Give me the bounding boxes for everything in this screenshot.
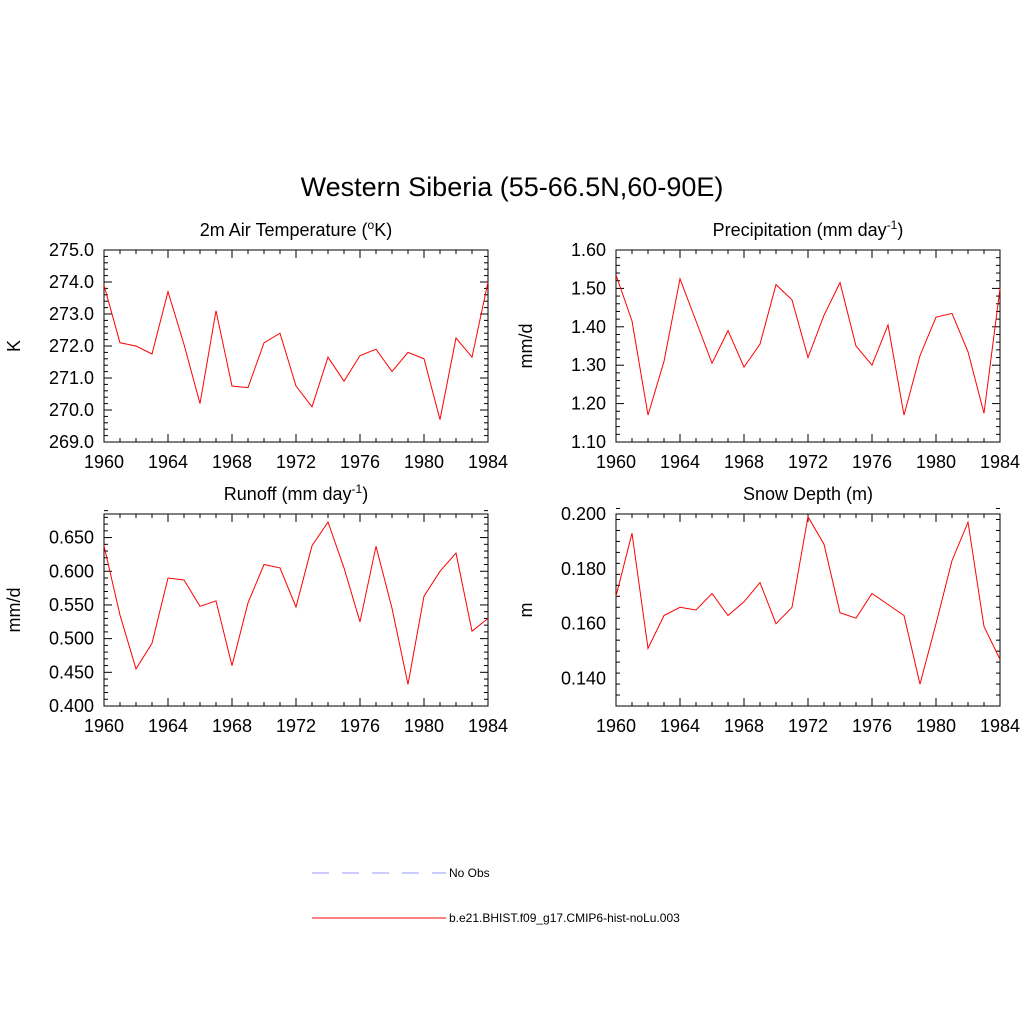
panel-title-superscript: -1 [887,218,898,232]
panel-title-main: Precipitation (mm day [713,220,887,240]
y-axis-label: mm/d [4,588,24,633]
series-line-1 [103,520,489,685]
x-tick-label: 1984 [468,452,508,472]
x-tick-label: 1980 [404,452,444,472]
x-tick-label: 1976 [340,452,380,472]
x-tick-label: 1976 [852,452,892,472]
panel-title-end: K) [374,220,392,240]
panel-4: Snow Depth (m) 1960 1964 1968 1972 1976 1980 19… [516,484,1020,736]
y-tick-label: 1.60 [571,240,606,260]
legend-label: b.e21.BHIST.f09_g17.CMIP6-hist-noLu.003 [449,911,680,925]
y-tick-label: 1.50 [571,278,606,298]
y-tick-label: 0.160 [561,614,606,634]
legend-label: No Obs [449,866,490,880]
panel-title: Precipitation (mm day-1) [713,218,904,240]
y-tick-label: 1.10 [571,432,606,452]
y-axis-label: m [516,603,536,618]
x-tick-label: 1964 [148,452,188,472]
panel-title: Runoff (mm day-1) [224,482,368,504]
legend: No Obs b.e21.BHIST.f09_g17.CMIP6-hist-noL… [312,866,680,925]
series-line-1 [103,281,489,420]
x-tick-label: 1972 [788,452,828,472]
x-tick-label: 1976 [340,716,380,736]
legend-item-1: No Obs [312,866,490,880]
y-tick-label: 0.600 [49,561,94,581]
plot-frame [103,249,489,443]
x-tick-label: 1980 [404,716,444,736]
panel-title-main: 2m Air Temperature ( [200,220,368,240]
x-tick-label: 1964 [148,716,188,736]
panel-title-superscript: -1 [352,482,363,496]
y-tick-label: 271.0 [49,368,94,388]
panels: 2m Air Temperature (oK)1960 1964 1968 1972 1… [4,218,1020,736]
x-tick-label: 1960 [84,716,124,736]
plot-frame [615,513,1001,707]
y-tick-label: 0.650 [49,528,94,548]
x-tick-label: 1984 [980,716,1020,736]
y-tick-label: 275.0 [49,240,94,260]
plot-frame [103,513,489,707]
y-axis-label: mm/d [516,324,536,369]
x-tick-label: 1972 [276,716,316,736]
x-tick-label: 1968 [724,452,764,472]
y-tick-label: 272.0 [49,336,94,356]
y-tick-label: 1.30 [571,355,606,375]
x-tick-label: 1964 [660,716,700,736]
x-tick-label: 1972 [276,452,316,472]
y-tick-label: 0.180 [561,559,606,579]
x-tick-label: 1984 [980,452,1020,472]
x-tick-label: 1960 [596,452,636,472]
y-axis-label: K [4,340,24,352]
x-tick-label: 1984 [468,716,508,736]
y-tick-label: 270.0 [49,400,94,420]
panel-title-end: ) [362,484,368,504]
x-tick-label: 1980 [916,452,956,472]
x-tick-label: 1968 [724,716,764,736]
y-tick-label: 269.0 [49,432,94,452]
x-tick-label: 1960 [596,716,636,736]
x-tick-label: 1968 [212,452,252,472]
x-tick-label: 1968 [212,716,252,736]
panel-title-end: ) [897,220,903,240]
series-line-1 [615,274,1001,416]
panel-2: Precipitation (mm day-1) 1960 1964 1968 1972… [516,218,1020,472]
y-tick-label: 0.450 [49,662,94,682]
legend-item-2: b.e21.BHIST.f09_g17.CMIP6-hist-noLu.003 [312,911,680,925]
x-tick-label: 1980 [916,716,956,736]
y-tick-label: 0.550 [49,595,94,615]
x-tick-label: 1976 [852,716,892,736]
series-line-1 [615,515,1001,685]
panel-3: Runoff (mm day-1) 1960 1964 1968 1972 1976 198… [4,482,508,736]
x-tick-label: 1960 [84,452,124,472]
y-tick-label: 0.400 [49,696,94,716]
figure-title: Western Siberia (55-66.5N,60-90E) [301,172,724,202]
y-tick-label: 273.0 [49,304,94,324]
panel-title-main: Runoff (mm day [224,484,352,504]
plot-frame [615,249,1001,443]
panel-title: Snow Depth (m) [743,484,873,504]
panel-1: 2m Air Temperature (oK) 1960 1964 1968 1972 1… [4,218,508,472]
y-tick-label: 0.140 [561,669,606,689]
panel-title-superscript: o [368,218,375,232]
panel-title-main: Snow Depth (m) [743,484,873,504]
y-tick-label: 274.0 [49,272,94,292]
panel-title: 2m Air Temperature (oK) [200,218,392,240]
y-tick-label: 0.200 [561,504,606,524]
x-tick-label: 1964 [660,452,700,472]
x-tick-label: 1972 [788,716,828,736]
y-tick-label: 1.20 [571,394,606,414]
y-tick-label: 1.40 [571,317,606,337]
y-tick-label: 0.500 [49,629,94,649]
